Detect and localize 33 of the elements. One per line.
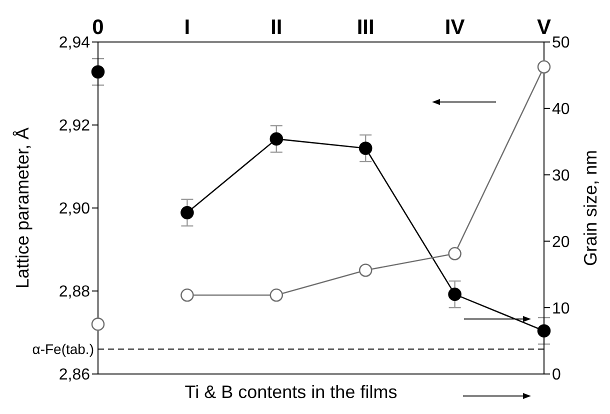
x-tick-label: I [184,16,190,39]
point [91,65,105,79]
x-tick-label: 0 [92,16,104,39]
y2-tick-label: 40 [552,101,570,118]
y-tick-label: 2,88 [58,284,90,301]
x-tick-label: V [536,16,552,39]
y-tick-label: 2,90 [58,200,90,218]
point [180,206,194,220]
x-tick-label: IV [444,16,465,39]
y2-axis-title: Grain size, nm [580,150,600,266]
point [358,142,372,155]
y2-tick-label: 0 [552,366,561,384]
point [270,288,284,302]
x-tick-label: II [270,16,282,39]
point [537,324,551,338]
y2-tick-label: 30 [552,167,570,184]
y2-tick-label: 10 [552,300,570,318]
x-tick-label: III [356,16,374,39]
point [91,318,105,331]
y2-tick-label: 50 [552,34,570,52]
point [180,288,194,302]
point [270,132,284,146]
ref-line-label: α-Fe(tab.) [32,341,94,358]
y-tick-label: 2,94 [58,34,90,52]
x-axis-title: Ti & B contents in the films [184,382,398,402]
y-tick-label: 2,92 [58,118,90,135]
y-tick-label: 2,86 [58,366,90,384]
point [358,264,372,277]
point [448,247,462,260]
y2-tick-label: 20 [552,234,570,251]
point [448,288,462,301]
y-axis-title: Lattice parameter, Å [12,127,32,289]
point [537,60,551,74]
